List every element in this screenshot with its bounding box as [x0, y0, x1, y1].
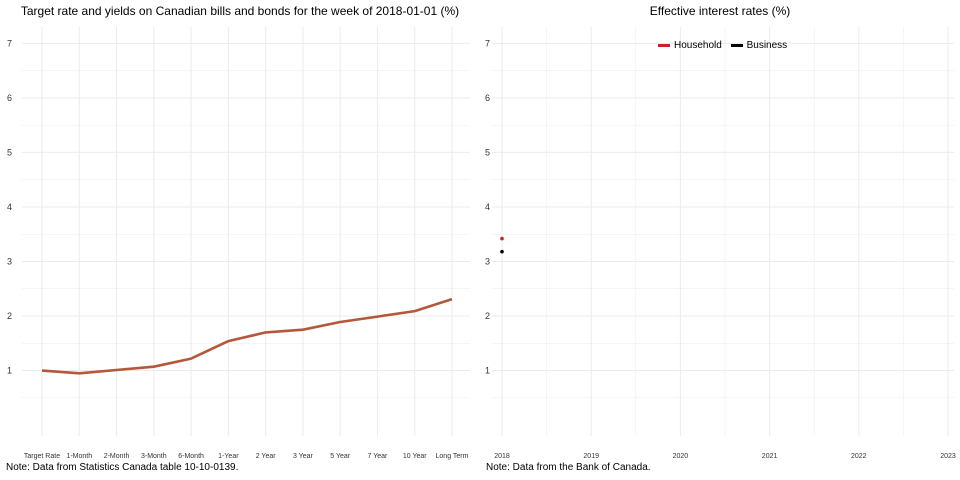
x-tick-label: 1-Year [218, 453, 239, 460]
x-tick-label: 5 Year [330, 453, 351, 460]
legend-key-business [730, 43, 743, 47]
x-tick-label: 2022 [851, 453, 867, 460]
x-tick-label: 2023 [940, 453, 956, 460]
x-tick-label: 7 Year [368, 453, 389, 460]
legend-label-business: Business [746, 40, 788, 51]
y-tick-label: 1 [7, 366, 12, 376]
y-tick-label: 1 [485, 366, 490, 376]
legend-item-household: Household [658, 40, 722, 51]
x-tick-label: 2021 [762, 453, 778, 460]
y-tick-label: 3 [7, 256, 12, 266]
legend-label-household: Household [674, 40, 722, 51]
effective-rates-note: Note: Data from the Bank of Canada. [486, 462, 651, 473]
y-tick-label: 5 [485, 147, 490, 157]
legend-item-business: Business [730, 40, 788, 51]
y-tick-label: 4 [485, 202, 490, 212]
y-tick-label: 7 [485, 38, 490, 48]
yield-curve-panel: 1 2 3 4 5 6 7 Target Rate 1-Month 2-Month 3-Month 6… [6, 4, 470, 473]
yield-curve-chart: 1 2 3 4 5 6 7 Target Rate 1-Month 2-Month 3-Month 6… [7, 27, 470, 460]
legend-key-household [658, 43, 670, 47]
x-tick-label: Target Rate [24, 453, 60, 460]
effective-rates-panel: 1 2 3 4 5 6 7 2018 2019 2020 2021 2022 2023 Effectiv… [480, 0, 960, 480]
x-tick-label: 2018 [494, 453, 510, 460]
y-tick-label: 6 [7, 93, 12, 103]
household-point [500, 236, 504, 241]
x-tick-label: 2-Month [104, 453, 130, 460]
x-tick-label: 6-Month [178, 453, 204, 460]
x-tick-label: 2020 [673, 453, 689, 460]
x-tick-label: 3-Month [141, 453, 167, 460]
yield-curve-line [41, 297, 453, 375]
yield-curve-title: Target rate and yields on Canadian bills… [20, 4, 460, 18]
y-tick-label: 7 [7, 38, 12, 48]
x-tick-label: 1-Month [66, 453, 92, 460]
business-point [500, 249, 504, 254]
y-tick-label: 3 [485, 256, 490, 266]
y-tick-label: 5 [7, 147, 12, 157]
x-tick-label: 2019 [583, 453, 599, 460]
effective-rates-title: Effective interest rates (%) [649, 4, 791, 18]
y-tick-label: 6 [485, 93, 490, 103]
y-tick-label: 4 [7, 202, 12, 212]
x-tick-label: 3 Year [293, 453, 314, 460]
yield-curve-note: Note: Data from Statistics Canada table … [6, 462, 239, 473]
effective-rates-chart: 1 2 3 4 5 6 7 2018 2019 2020 2021 2022 2023 [485, 27, 956, 460]
x-tick-label: 10 Year [403, 453, 427, 460]
x-tick-label: Long Term [436, 453, 469, 460]
y-tick-label: 2 [485, 311, 490, 321]
legend: Household Business [658, 40, 793, 51]
x-tick-label: 2 Year [256, 453, 277, 460]
y-tick-label: 2 [7, 311, 12, 321]
